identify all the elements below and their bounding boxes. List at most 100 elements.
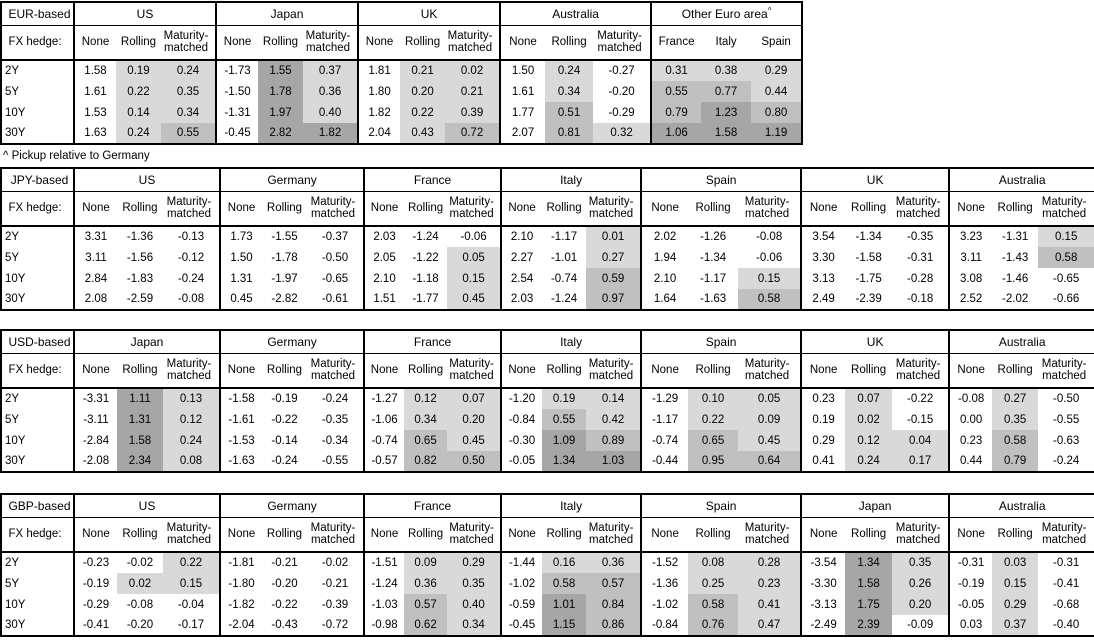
value-cell: 1.31: [117, 409, 163, 430]
value-cell: 2.10: [500, 226, 543, 247]
value-cell: 0.12: [163, 409, 221, 430]
value-cell: -1.52: [640, 552, 689, 573]
country-header: Australia: [948, 494, 1094, 518]
value-cell: -0.63: [1053, 434, 1080, 447]
value-cell: -0.84: [640, 615, 689, 636]
table-row: 2Y -0.23 -0.02 0.22 -1.81 -0.21 -0.02 -1.51 0.09…: [1, 552, 1094, 573]
value-cell: 0.29: [800, 430, 846, 451]
country-header: Germany: [219, 168, 365, 192]
country-header: Spain: [640, 494, 802, 518]
column-header: None: [800, 191, 846, 227]
value-cell: 1.11: [117, 388, 163, 409]
value-cell: -0.31: [1053, 557, 1080, 569]
value-cell: 1.23: [701, 102, 752, 123]
value-cell: -0.55: [321, 455, 349, 467]
value-cell: -1.20: [500, 388, 543, 409]
value-cell: 0.29: [992, 594, 1039, 615]
value-cell: -1.43: [1002, 251, 1029, 264]
tenor-label: 2Y: [5, 393, 20, 405]
column-header: France: [650, 25, 702, 61]
tenor-label: 30Y: [5, 293, 26, 305]
value-cell: -1.55: [271, 231, 298, 243]
value-cell: 0.24: [116, 123, 161, 144]
value-cell: 0.02: [845, 409, 893, 430]
column-header: Maturity-matched: [163, 353, 221, 389]
column-header: None: [948, 191, 993, 227]
column-header: Rolling: [845, 353, 893, 389]
value-cell: -1.17: [699, 272, 727, 285]
value-cell: -0.29: [608, 106, 635, 119]
value-cell: 0.79: [650, 102, 702, 123]
value-cell: -0.20: [608, 85, 635, 98]
column-header: Rolling: [845, 517, 893, 553]
value-cell: 0.08: [688, 552, 739, 573]
value-cell: -0.05: [500, 451, 543, 472]
value-cell: 2.08: [73, 289, 117, 310]
value-cell: -1.61: [219, 409, 263, 430]
value-cell: 0.35: [892, 552, 950, 573]
value-cell: -0.12: [177, 251, 205, 264]
value-cell: -1.36: [126, 231, 154, 243]
value-cell: -0.31: [948, 552, 993, 573]
value-cell: -0.57: [363, 451, 405, 472]
value-cell: 0.14: [116, 102, 161, 123]
jpy-based-table: JPY-based US Germany France Italy Spain UK Aust…: [0, 167, 1094, 311]
value-cell: 0.19: [116, 60, 161, 81]
value-cell: -1.80: [219, 573, 263, 594]
value-cell: 1.80: [357, 81, 401, 102]
column-header: Rolling: [688, 517, 739, 553]
value-cell: 0.27: [992, 388, 1039, 409]
value-cell: 0.12: [845, 430, 893, 451]
value-cell: 0.19: [800, 409, 846, 430]
table-row: 5Y -0.19 0.02 0.15 -1.80 -0.20 -0.21 -1.24 0.36 0…: [1, 573, 1094, 594]
table-row: 2Y -3.31 1.11 0.13 -1.58 -0.19 -0.24 -1.27 0.12 0…: [1, 388, 1094, 409]
value-cell: 0.58: [688, 594, 739, 615]
value-cell: 0.84: [586, 594, 642, 615]
column-header: None: [640, 353, 689, 389]
column-header: None: [73, 353, 117, 389]
value-cell: 1.01: [542, 594, 587, 615]
value-cell: -1.17: [550, 231, 578, 243]
country-header: France: [363, 494, 502, 518]
table-row: 5Y 3.11 -1.56 -0.12 1.50 -1.78 -0.50 2.05 -1.22 0…: [1, 247, 1094, 268]
column-header: None: [500, 517, 543, 553]
value-cell: 0.22: [688, 409, 739, 430]
value-cell: -1.44: [500, 552, 543, 573]
value-cell: 0.25: [688, 573, 739, 594]
value-cell: 0.13: [163, 388, 221, 409]
value-cell: 0.58: [992, 430, 1039, 451]
tenor-label: 10Y: [5, 434, 26, 447]
value-cell: -1.50: [215, 81, 259, 102]
value-cell: -0.55: [1053, 413, 1080, 426]
value-cell: 0.58: [1038, 247, 1094, 268]
tenor-label: 5Y: [5, 413, 20, 426]
column-header: None: [219, 191, 263, 227]
value-cell: -0.08: [177, 293, 205, 305]
value-cell: -0.23: [73, 552, 117, 573]
table-row: 2Y 1.58 0.19 0.24 -1.73 1.55 0.37 1.81 0.21 0.02 1…: [1, 60, 803, 81]
value-cell: 1.81: [357, 60, 401, 81]
value-cell: 0.24: [845, 451, 893, 472]
value-cell: -0.29: [73, 594, 117, 615]
tenor-label: 5Y: [5, 251, 20, 264]
value-cell: -3.13: [800, 594, 846, 615]
value-cell: 0.01: [586, 226, 642, 247]
value-cell: -1.36: [640, 573, 689, 594]
column-header: Maturity-matched: [892, 353, 950, 389]
country-header: Other Euro area^: [650, 2, 803, 26]
value-cell: 2.34: [117, 451, 163, 472]
value-cell: 0.16: [542, 552, 587, 573]
value-cell: -0.74: [550, 272, 578, 285]
value-cell: 0.80: [751, 102, 803, 123]
value-cell: 0.37: [992, 615, 1039, 636]
value-cell: 1.94: [640, 247, 689, 268]
value-cell: 3.11: [73, 247, 117, 268]
value-cell: -1.26: [699, 231, 727, 243]
value-cell: -0.74: [640, 430, 689, 451]
table-row: 5Y 1.61 0.22 0.35 -1.50 1.78 0.36 1.80 0.20 0.21 1…: [1, 81, 803, 102]
value-cell: -1.82: [219, 594, 263, 615]
value-cell: -0.13: [177, 231, 205, 243]
column-header: Maturity-matched: [447, 353, 502, 389]
column-header: Maturity-matched: [161, 25, 217, 61]
value-cell: -0.65: [1053, 272, 1080, 285]
